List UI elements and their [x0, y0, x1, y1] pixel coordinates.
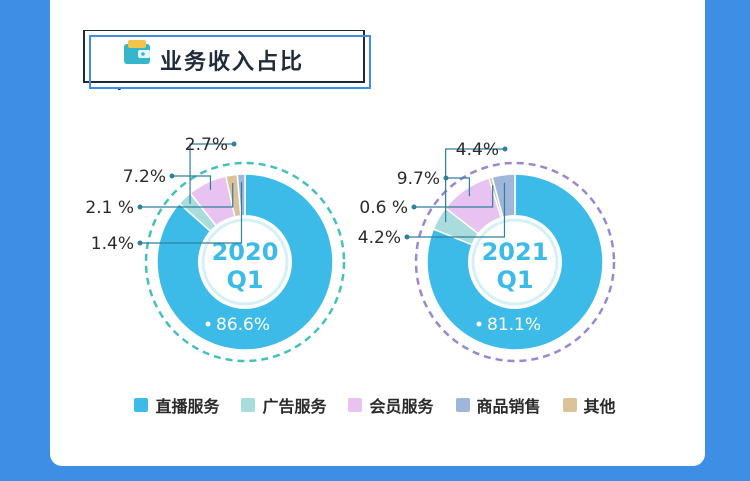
- leader-dot: [404, 234, 410, 240]
- data-label: 81.1%: [487, 315, 541, 335]
- leader-line: [445, 148, 505, 223]
- data-label: 4.2%: [358, 228, 401, 248]
- leader-line: [446, 177, 471, 197]
- data-label: 9.7%: [397, 169, 440, 189]
- leader-dot: [169, 173, 175, 179]
- legend-label: 广告服务: [262, 397, 327, 416]
- donut-center: [198, 215, 292, 309]
- legend: 直播服务 广告服务 会员服务 商品销售 其他: [0, 392, 750, 418]
- donut-center-halo: [201, 218, 289, 306]
- title-frame: [83, 30, 371, 90]
- data-label: 2.7%: [185, 135, 228, 155]
- center-quarter-label: Q1: [496, 266, 533, 294]
- data-label: 86.6%: [216, 315, 270, 335]
- legend-label: 商品销售: [476, 397, 541, 416]
- legend-label: 其他: [583, 397, 616, 416]
- outer-dashed-ring: [414, 161, 616, 363]
- leader-dot: [231, 141, 237, 147]
- legend-item: 直播服务: [134, 392, 219, 418]
- leader-dot: [137, 204, 143, 210]
- leader-line: [189, 143, 234, 204]
- center-year-label: 2021: [482, 238, 549, 266]
- center-year-label: 2020: [212, 238, 279, 266]
- leader-line: [140, 182, 234, 208]
- data-label: 7.2%: [123, 167, 166, 187]
- data-label-dot: [205, 321, 211, 327]
- outer-dashed-ring: [144, 161, 346, 363]
- legend-swatch: [134, 398, 149, 412]
- center-quarter-label: Q1: [226, 266, 263, 294]
- leader-line: [407, 182, 506, 238]
- legend-label: 会员服务: [369, 397, 434, 416]
- donut-center: [468, 215, 562, 309]
- leader-dot: [411, 204, 417, 210]
- data-label: 0.6 %: [359, 198, 408, 218]
- legend-swatch: [455, 398, 470, 412]
- legend-label: 直播服务: [155, 397, 220, 416]
- data-label-dot: [476, 321, 482, 327]
- leader-dot: [137, 240, 143, 246]
- legend-item: 广告服务: [241, 392, 326, 418]
- data-label: 4.4%: [456, 140, 499, 160]
- legend-swatch: [348, 398, 363, 412]
- leader-dot: [502, 146, 508, 152]
- data-label: 2.1 %: [85, 198, 134, 218]
- wallet-icon: [124, 40, 150, 64]
- leader-dot: [443, 175, 449, 181]
- page-title: 业务收入占比: [160, 50, 305, 75]
- data-label: 1.4%: [91, 234, 134, 254]
- donut-center-halo: [471, 218, 559, 306]
- leader-line: [140, 182, 243, 244]
- leader-line: [172, 175, 212, 190]
- legend-item: 商品销售: [455, 392, 541, 418]
- legend-item: 其他: [562, 392, 616, 418]
- legend-swatch: [562, 398, 577, 412]
- legend-item: 会员服务: [348, 392, 434, 418]
- legend-swatch: [241, 398, 256, 412]
- leader-line: [414, 185, 494, 208]
